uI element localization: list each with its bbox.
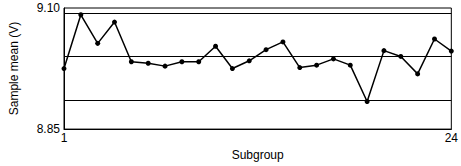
svg-text:1: 1 [61, 131, 68, 145]
svg-text:8.85: 8.85 [37, 122, 61, 136]
svg-text:Sample mean (V): Sample mean (V) [7, 22, 21, 115]
svg-text:24: 24 [445, 131, 459, 145]
svg-text:Subgroup: Subgroup [232, 148, 284, 162]
svg-text:9.10: 9.10 [37, 1, 61, 15]
